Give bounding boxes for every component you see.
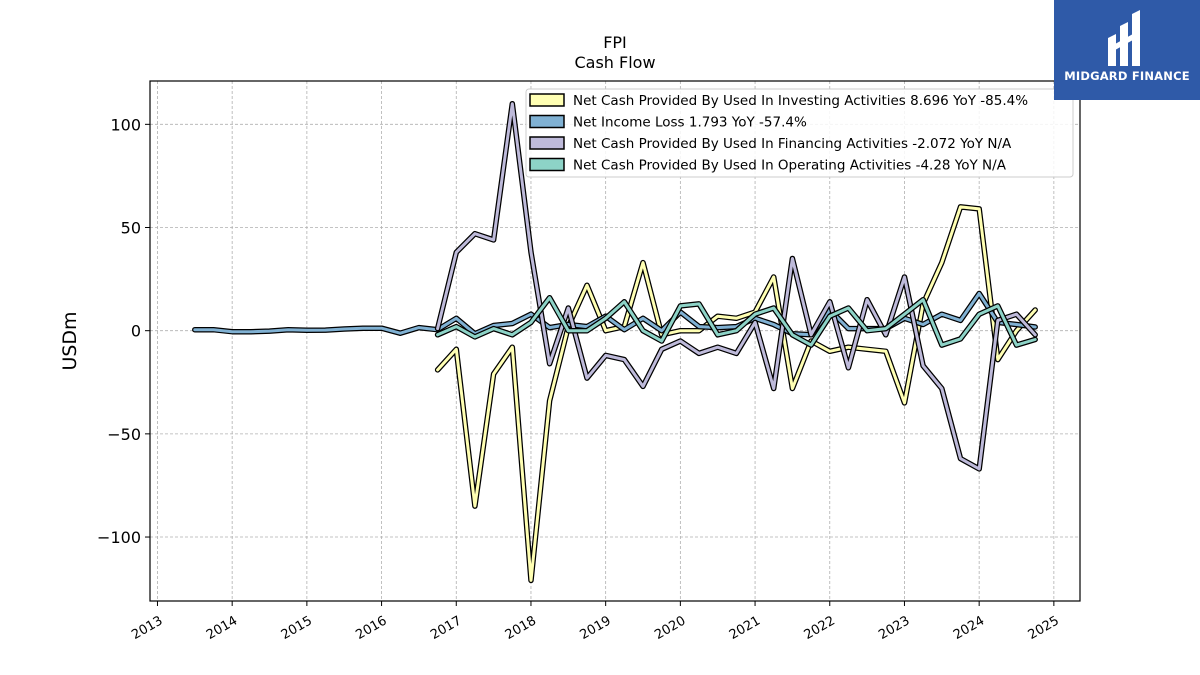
x-axis: 2013 2014 2015 2016 2017 2018 2019 2020 2021 2022…	[129, 601, 1062, 643]
series-line-4	[436, 296, 1037, 347]
x-tick-label: 2025	[1026, 613, 1062, 643]
legend-label-2: Net Income Loss 1.793 YoY -57.4%	[573, 115, 807, 131]
x-tick-label: 2017	[428, 613, 464, 643]
legend-swatch-4	[529, 157, 565, 172]
x-tick-label: 2020	[652, 613, 688, 643]
series-lines	[192, 100, 1038, 584]
y-tick-label: 100	[110, 115, 141, 134]
brand-logo: MIDGARD FINANCE	[1054, 0, 1200, 100]
x-tick-label: 2014	[204, 613, 240, 643]
y-tick-label: 50	[121, 219, 141, 238]
legend-swatch-2	[529, 114, 565, 129]
brand-name: MIDGARD FINANCE	[1064, 69, 1190, 83]
x-tick-label: 2022	[802, 613, 838, 643]
legend-swatch-1	[529, 93, 565, 107]
x-tick-label: 2021	[727, 613, 763, 643]
legend-label-3: Net Cash Provided By Used In Financing A…	[573, 136, 1012, 152]
legend-swatch-3	[529, 136, 565, 150]
x-tick-label: 2013	[129, 613, 165, 643]
series-line-1	[436, 205, 1037, 582]
legend: Net Cash Provided By Used In Investing A…	[525, 88, 1074, 178]
legend-label-4: Net Cash Provided By Used In Operating A…	[573, 158, 1007, 174]
x-tick-label: 2016	[353, 613, 389, 643]
x-tick-label: 2019	[578, 613, 614, 643]
y-tick-label: −100	[97, 528, 141, 547]
brand-mark-icon	[1108, 10, 1140, 66]
x-tick-label: 2018	[503, 613, 539, 643]
y-tick-label: −50	[107, 425, 141, 444]
series-outline-4	[434, 294, 1038, 348]
y-axis: −100 −50 0 50 100	[97, 115, 150, 547]
y-axis-label: USDm	[59, 311, 81, 370]
chart-subtitle: Cash Flow	[574, 53, 655, 72]
legend-box	[525, 88, 1074, 178]
series-line-3	[436, 102, 1037, 471]
x-tick-label: 2015	[279, 613, 315, 643]
chart-title: FPI	[603, 33, 627, 52]
plot-frame	[149, 80, 1081, 602]
x-tick-label: 2023	[876, 613, 912, 643]
x-tick-label: 2024	[951, 613, 987, 643]
legend-label-1: Net Cash Provided By Used In Investing A…	[573, 93, 1028, 109]
y-tick-label: 0	[131, 322, 141, 341]
